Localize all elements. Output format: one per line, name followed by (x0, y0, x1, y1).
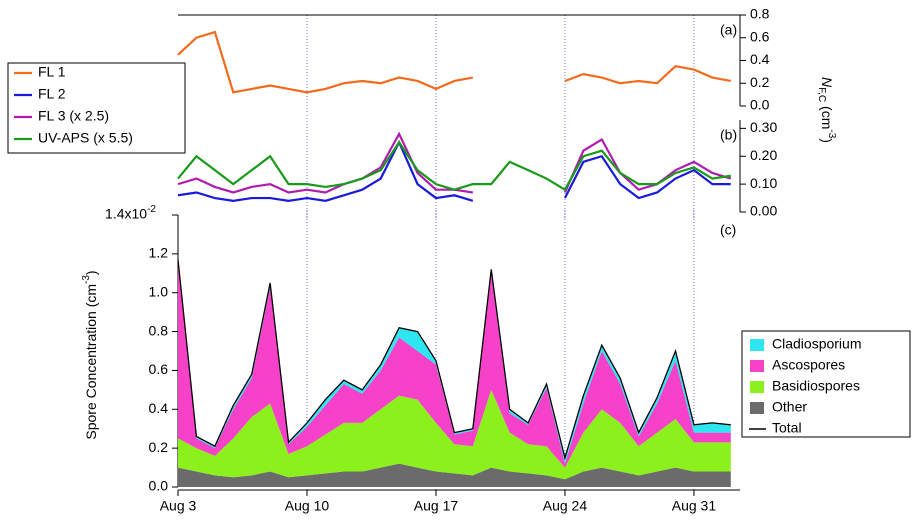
legend-label: UV-APS (x 5.5) (38, 130, 133, 146)
y-axis-label-part: Spore Concentration (cm (83, 284, 99, 440)
area (178, 463, 731, 487)
line (564, 65, 731, 85)
y-axis-label-part: ) (819, 138, 835, 143)
legend-label: Basidiospores (772, 378, 860, 394)
x-tick-label: Aug 31 (672, 498, 717, 514)
area (178, 389, 731, 480)
y-tick-label: 0.30 (750, 119, 777, 135)
y-tick-label: 0.4 (149, 400, 169, 416)
y-tick-label: 0.00 (750, 203, 777, 219)
legend-swatch (750, 360, 764, 372)
y-axis-label-part: -3 (826, 129, 837, 138)
y-tick-label: 0.6 (149, 361, 169, 377)
y-tick-exponent: -2 (147, 204, 156, 215)
x-tick-label: Aug 3 (160, 498, 197, 514)
legend-label: Other (772, 399, 807, 415)
y-tick-label: 0.6 (750, 28, 770, 44)
y-tick-label: 0.0 (750, 97, 770, 113)
y-axis-label: Spore Concentration (cm-3) (81, 270, 99, 439)
y-tick-label: 0.10 (750, 175, 777, 191)
legend-swatch (750, 381, 764, 393)
legend-label: FL 2 (38, 86, 66, 102)
line (563, 154, 731, 200)
line (177, 30, 474, 94)
legend-label: Cladiosporium (772, 336, 861, 352)
legend-label: FL 3 (x 2.5) (38, 108, 109, 124)
legend-label: FL 1 (38, 64, 66, 80)
x-tick-label: Aug 17 (414, 498, 459, 514)
area (178, 259, 731, 464)
y-tick-label: 0.2 (149, 439, 169, 455)
line (177, 259, 731, 461)
y-tick-label: 0.0 (149, 478, 169, 494)
y-axis-label-part: N (819, 77, 835, 88)
y-tick-label: 1.2 (149, 245, 169, 261)
x-tick-label: Aug 10 (285, 498, 330, 514)
panel-label: (a) (720, 22, 737, 38)
y-axis-label-part: (cm (819, 102, 835, 129)
legend-box (741, 330, 911, 438)
y-axis-label: NF,C (cm-3) (816, 77, 837, 143)
y-tick-label: 0.20 (750, 147, 777, 163)
y-axis-label-part: F,C (816, 87, 827, 102)
line (563, 137, 732, 193)
line (177, 140, 731, 192)
y-axis-label-part: -3 (81, 275, 92, 284)
area (178, 263, 731, 468)
panel-label: (b) (720, 127, 737, 143)
y-tick-label: 0.2 (750, 74, 770, 90)
line (177, 139, 474, 202)
y-tick-label: 0.8 (750, 6, 770, 22)
legend-label: Total (772, 420, 802, 436)
y-tick-label: 0.8 (149, 322, 169, 338)
legend-label: Ascospores (772, 357, 845, 373)
y-tick-label: 0.4 (750, 51, 770, 67)
legend-swatch (750, 402, 764, 414)
x-tick-label: Aug 24 (543, 498, 588, 514)
legend-swatch (750, 339, 764, 351)
y-tick-label: 1.0 (149, 283, 169, 299)
panel-label: (c) (720, 222, 736, 238)
y-axis-label-part: ) (83, 270, 99, 275)
line (177, 131, 473, 194)
y-tick-label: 1.4x10-2 (105, 204, 156, 222)
legend-box (7, 62, 186, 154)
